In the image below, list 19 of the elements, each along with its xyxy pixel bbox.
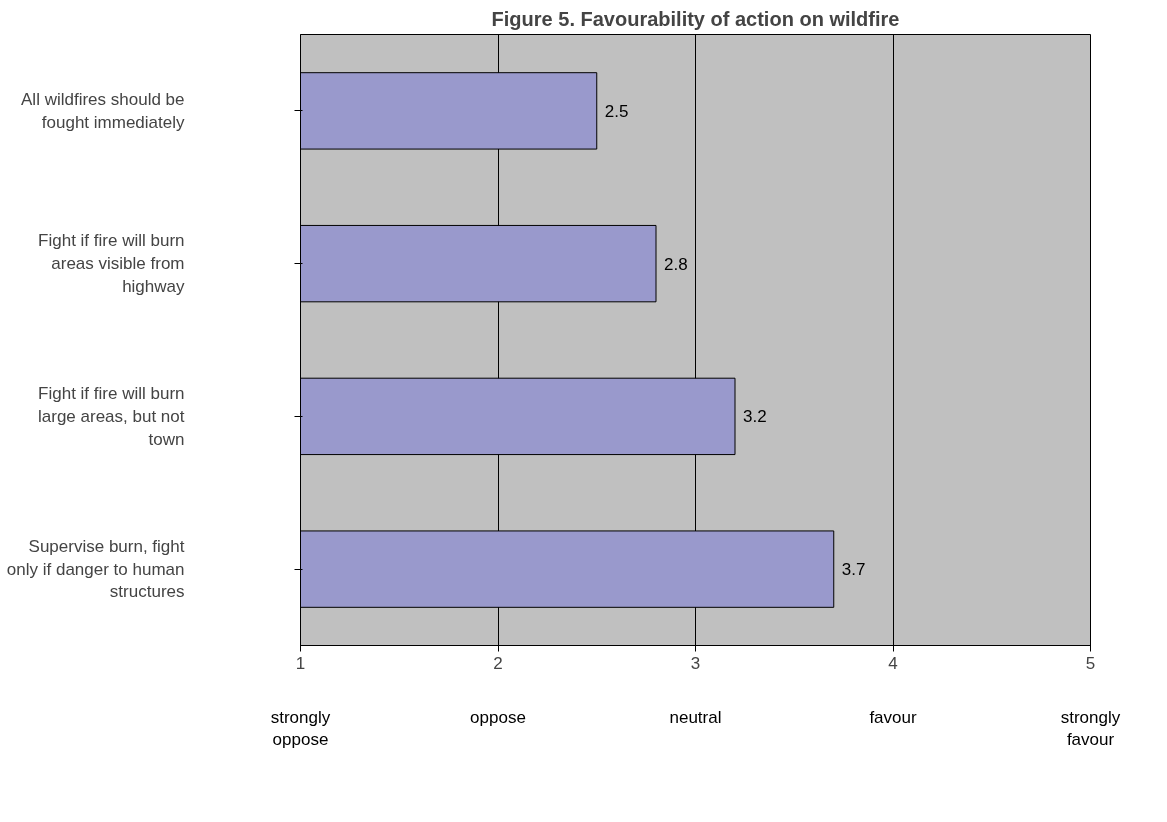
x-tick-label: 4 <box>888 653 898 673</box>
y-tick-label: Supervise burn, fight only if danger to human structures <box>6 536 185 602</box>
y-tick-label: All wildfires should be fought immediately <box>21 89 185 132</box>
x-tick-label: 3 <box>690 653 701 673</box>
data-label: 2.8 <box>664 254 688 274</box>
data-label: 3.2 <box>743 407 767 427</box>
x-tick-label: 2 <box>493 653 503 673</box>
chart-title: Figure 5. Favourability of action on wildfire <box>491 7 900 30</box>
text: strongly favour <box>1060 707 1121 750</box>
text: oppose <box>470 707 526 727</box>
text: strongly oppose <box>270 707 331 750</box>
text: favour <box>869 707 917 727</box>
data-label: 2.5 <box>604 101 629 121</box>
text: neutral <box>669 707 722 727</box>
y-tick-label: Fight if fire will burn areas visible from highway <box>38 231 185 296</box>
y-tick-label: Fight if fire will burn large areas, but not town <box>38 384 185 449</box>
x-tick-label: 1 <box>295 653 306 673</box>
x-tick-label: 5 <box>1085 653 1096 673</box>
data-label: 3.7 <box>841 560 866 580</box>
